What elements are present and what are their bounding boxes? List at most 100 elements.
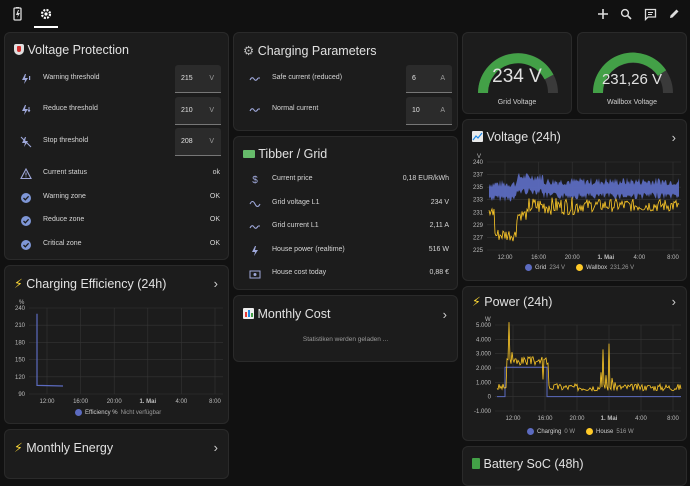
wallbox-voltage-gauge-card[interactable]: 231,26 V Wallbox Voltage [577,32,687,114]
legend-grid-value: 234 V [549,264,566,271]
x-tick-label: 1. Mai [139,399,156,405]
y-tick-label: 235 [473,185,484,191]
y-tick-label: 237 [473,173,484,179]
gauge-value: 231,26 V [601,71,663,88]
pencil-icon[interactable] [664,4,684,24]
card-title: ⚡ Charging Efficiency (24h) [14,277,167,291]
x-tick-label: 8:00 [667,416,679,422]
legend-dot [75,409,82,416]
stop-threshold-row: Stop threshold [5,132,228,152]
check-circle-icon [18,237,34,253]
chart-legend: Grid 234 V Wallbox 231,26 V [525,264,634,271]
y-tick-label: 210 [15,323,26,329]
chevron-right-icon[interactable]: › [671,130,676,145]
assist-icon[interactable] [640,4,660,24]
settings-icon[interactable] [36,4,56,24]
power-24h-card[interactable]: ⚡ Power (24h) › W 5.000 4.000 3.000 2.000 1.0… [462,286,687,441]
check-circle-icon [18,213,34,229]
reduce-threshold-input[interactable]: 210 V [175,97,221,125]
current-ac-icon [247,71,263,87]
flash-alert-icon [18,71,34,87]
x-tick-label: 16:00 [531,255,547,261]
current-price-row[interactable]: $ Current price 0,18 EUR/kWh [234,170,457,190]
chevron-right-icon[interactable]: › [213,440,218,455]
y-tick-label: -1.000 [474,409,492,415]
stop-threshold-input[interactable]: 208 V [175,128,221,156]
legend-house[interactable]: House [596,428,614,435]
y-tick-label: 3.000 [476,352,492,358]
x-tick-label: 16:00 [73,399,89,405]
y-tick-label: 90 [18,392,25,398]
legend-dot [527,428,534,435]
lightning-icon: ⚡ [14,441,23,455]
house-power-row[interactable]: House power (realtime) 516 W [234,241,457,261]
legend-grid[interactable]: Grid [535,264,547,271]
y-tick-label: 150 [15,358,26,364]
lightning-icon: ⚡ [14,277,23,291]
charging-power-series [497,366,681,398]
sine-wave-icon [247,196,263,212]
y-tick-label: 2.000 [476,366,492,372]
lightning-icon: ⚡ [472,295,481,309]
x-tick-label: 1. Mai [597,255,614,261]
x-tick-label: 1. Mai [601,416,618,422]
grid-voltage-gauge-card[interactable]: 234 V Grid Voltage [462,32,572,114]
warning-threshold-input[interactable]: 215 V [175,65,221,93]
x-tick-label: 12:00 [505,416,521,422]
monthly-energy-card[interactable]: ⚡ Monthly Energy › [4,429,229,479]
battery-soc-card[interactable]: Battery SoC (48h) [462,446,687,486]
legend-wallbox-value: 231,26 V [610,264,635,271]
monthly-cost-card[interactable]: Monthly Cost › Statistiken werden gelade… [233,295,458,362]
voltage-24h-card[interactable]: Voltage (24h) › V 240 237 235 233 231 229 227 22… [462,119,687,281]
card-title: Voltage Protection [14,43,129,57]
bar-chart-icon [243,308,254,319]
chevron-right-icon[interactable]: › [671,294,676,309]
card-title: Tibber / Grid [243,147,327,161]
legend-note: Nicht verfügbar [120,409,162,416]
legend-charging-value: 0 W [564,428,576,435]
voltage-protection-card: Voltage Protection Warning threshold 215… [4,32,229,260]
efficiency-series [36,313,64,387]
x-tick-label: 12:00 [39,399,55,405]
card-title: ⚡ Monthly Energy [14,441,114,455]
warning-threshold-row: Warning threshold [5,69,228,89]
grid-voltage-gauge [478,53,558,94]
legend-charging[interactable]: Charging [537,428,562,435]
reduce-zone-row[interactable]: Reduce zone OK [5,211,228,231]
chart-legend: Charging 0 W House 516 W [527,428,634,435]
legend-efficiency[interactable]: Efficiency % [85,409,118,416]
normal-current-row: Normal current [234,100,457,120]
power-chart: W5.000 4.000 3.000 2.000 1.000 0 -1.000 12:00 16… [474,317,682,422]
charging-efficiency-card[interactable]: ⚡ Charging Efficiency (24h) › % 240 210 180… [4,265,229,424]
grid-voltage-row[interactable]: Grid voltage L1 234 V [234,194,457,214]
chevron-right-icon[interactable]: › [213,276,218,291]
x-tick-label: 20:00 [107,399,123,405]
house-cost-row[interactable]: House cost today 0,88 € [234,264,457,284]
current-status-row[interactable]: Current status ok [5,164,228,184]
flash-icon [247,243,263,259]
warning-zone-row[interactable]: Warning zone OK [5,188,228,208]
x-tick-label: 20:00 [569,416,585,422]
gauge-label: Grid Voltage [497,99,537,106]
y-tick-label: 180 [15,340,26,346]
x-tick-label: 4:00 [176,399,188,405]
safe-current-row: Safe current (reduced) [234,69,457,89]
search-icon[interactable] [616,4,636,24]
check-circle-icon [18,190,34,206]
battery-charge-icon[interactable] [8,4,28,24]
house-power-series [496,322,682,393]
normal-current-input[interactable]: 10 A [406,97,452,125]
grid-current-row[interactable]: Grid current L1 2,11 A [234,217,457,237]
y-tick-label: 0 [488,395,492,401]
plus-icon[interactable] [593,4,613,24]
chevron-right-icon[interactable]: › [442,307,447,322]
y-tick-label: 240 [473,160,484,166]
gauge-label: Wallbox Voltage [607,99,657,106]
chart-line-icon [472,131,483,142]
x-tick-label: 8:00 [667,255,679,261]
charging-parameters-card: ⚙ Charging Parameters Safe current (redu… [233,32,458,131]
legend-wallbox[interactable]: Wallbox [586,264,608,271]
critical-zone-row[interactable]: Critical zone OK [5,235,228,255]
